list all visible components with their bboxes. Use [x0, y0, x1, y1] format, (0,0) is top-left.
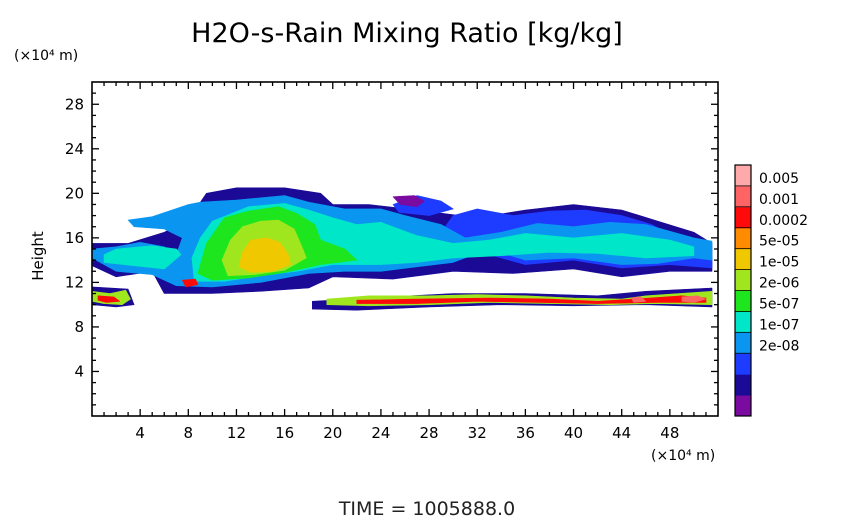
y-tick-label: 8	[74, 318, 84, 336]
colorbar-swatch	[735, 353, 751, 375]
x-tick-label: 32	[468, 424, 487, 442]
colorbar-label: 1e-07	[759, 317, 799, 333]
x-tick-label: 44	[612, 424, 631, 442]
colorbar-swatch	[735, 311, 751, 333]
x-tick-label: 8	[184, 424, 194, 442]
y-tick-label: 4	[74, 362, 84, 380]
y-tick-label: 24	[65, 140, 84, 158]
y-tick-label: 12	[65, 273, 84, 291]
x-unit-label: (×10⁴ m)	[651, 448, 715, 464]
colorbar-label: 0.005	[759, 171, 799, 187]
colorbar-swatch	[735, 374, 751, 396]
x-tick-label: 36	[516, 424, 535, 442]
x-tick-label: 12	[227, 424, 246, 442]
y-tick-label: 16	[65, 229, 84, 247]
colorbar-swatch	[735, 269, 751, 291]
x-tick-label: 28	[420, 424, 439, 442]
colorbar-label: 5e-07	[759, 296, 799, 312]
colorbar-label: 2e-06	[759, 276, 799, 292]
x-tick-label: 24	[371, 424, 390, 442]
colorbar-swatch	[735, 332, 751, 354]
x-tick-label: 4	[135, 424, 145, 442]
x-tick-label: 40	[564, 424, 583, 442]
contour-region-level-10	[681, 295, 707, 303]
y-tick-label: 28	[65, 95, 84, 113]
colorbar: 0.005 0.001 0.0002 5e-05 1e-05 2e-06 5e-07 1e-0…	[734, 164, 808, 417]
chart-title: H2O-s-Rain Mixing Ratio [kg/kg]	[191, 18, 623, 49]
contour-region-level-0	[392, 195, 425, 207]
y-tick-label: 20	[65, 184, 84, 202]
x-tick-label: 20	[323, 424, 342, 442]
contour-region-level-9	[97, 295, 120, 303]
y-unit-label: (×10⁴ m)	[14, 48, 78, 64]
colorbar-swatch	[735, 227, 751, 250]
time-label: TIME = 1005888.0	[338, 498, 515, 519]
contour-region-level-9	[182, 278, 199, 288]
plot-area	[92, 82, 718, 416]
contour-region-level-9	[356, 295, 707, 304]
colorbar-swatch	[735, 185, 751, 208]
field-group	[92, 187, 713, 311]
colorbar-swatch	[735, 165, 751, 187]
colorbar-label: 0.001	[759, 192, 799, 208]
contour-region-level-10	[630, 296, 647, 303]
colorbar-swatch	[735, 290, 751, 312]
x-tick-label: 16	[275, 424, 294, 442]
colorbar-label: 5e-05	[759, 234, 799, 250]
colorbar-label: 1e-05	[759, 255, 799, 271]
colorbar-swatch	[735, 206, 751, 229]
contour-region-level-7	[238, 237, 291, 273]
y-axis-title: Height	[29, 231, 47, 281]
colorbar-label: 2e-08	[759, 338, 799, 354]
colorbar-label: 0.0002	[759, 213, 808, 229]
x-tick-label: 48	[660, 424, 679, 442]
contour-region-level-4	[103, 245, 182, 270]
colorbar-swatch	[735, 248, 751, 271]
colorbar-swatch	[735, 395, 751, 417]
